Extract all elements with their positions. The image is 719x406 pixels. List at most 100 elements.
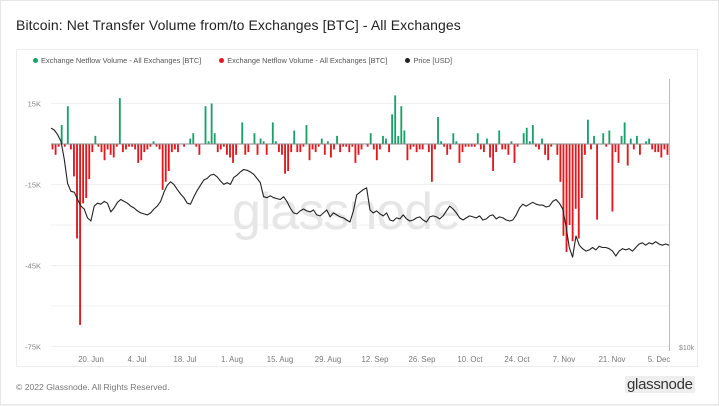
red-dot-icon bbox=[219, 58, 225, 63]
bar-positive bbox=[620, 135, 623, 144]
chart-title: Bitcoin: Net Transfer Volume from/to Exc… bbox=[16, 17, 461, 33]
bar-positive bbox=[326, 141, 329, 144]
x-tick-label: 10. Oct bbox=[457, 355, 483, 364]
bar-negative bbox=[663, 144, 666, 150]
bar-positive bbox=[274, 141, 277, 144]
bar-negative bbox=[446, 144, 449, 155]
bar-negative bbox=[79, 144, 81, 325]
bar-negative bbox=[412, 144, 415, 147]
x-tick-label: 5. Dec bbox=[648, 355, 671, 364]
bar-negative bbox=[222, 144, 225, 147]
copyright-footer: © 2022 Glassnode. All Rights Reserved. bbox=[16, 382, 170, 392]
bar-negative bbox=[611, 144, 614, 212]
legend-item-price[interactable]: Price [USD] bbox=[405, 56, 452, 65]
bar-negative bbox=[278, 144, 280, 153]
bar-negative bbox=[57, 144, 60, 147]
bar-negative bbox=[308, 144, 311, 161]
bar-positive bbox=[623, 122, 626, 144]
bar-negative bbox=[372, 144, 375, 150]
bar-negative bbox=[54, 144, 57, 155]
bar-positive bbox=[94, 135, 97, 144]
bar-negative bbox=[657, 144, 660, 153]
bar-negative bbox=[388, 144, 390, 153]
bar-negative bbox=[247, 144, 250, 153]
legend-item-netflow-negative[interactable]: Exchange Netflow Volume - All Exchanges … bbox=[219, 56, 387, 65]
bar-negative bbox=[158, 144, 161, 150]
bar-negative bbox=[115, 144, 118, 147]
bar-positive bbox=[241, 122, 244, 144]
bar-negative bbox=[161, 144, 164, 190]
bar-negative bbox=[535, 144, 537, 147]
bar-negative bbox=[464, 144, 467, 147]
bar-negative bbox=[244, 144, 247, 155]
bar-negative bbox=[167, 144, 170, 171]
watermark: glassnode bbox=[232, 183, 460, 241]
bar-positive bbox=[522, 133, 525, 144]
bar-negative bbox=[183, 144, 186, 147]
bar-negative bbox=[482, 144, 485, 153]
bar-negative bbox=[614, 144, 617, 153]
bar-negative bbox=[137, 144, 140, 163]
bar-positive bbox=[118, 98, 121, 144]
bar-negative bbox=[406, 144, 409, 161]
bar-negative bbox=[489, 144, 491, 158]
bar-positive bbox=[635, 135, 638, 144]
legend-label: Exchange Netflow Volume - All Exchanges … bbox=[41, 56, 202, 65]
bar-negative bbox=[568, 144, 571, 225]
legend-label: Price [USD] bbox=[413, 56, 453, 65]
bar-positive bbox=[192, 133, 195, 144]
bar-negative bbox=[198, 144, 201, 155]
bar-positive bbox=[213, 133, 216, 144]
bar-positive bbox=[305, 125, 308, 144]
bar-negative bbox=[88, 144, 91, 180]
x-tick-label: 26. Sep bbox=[409, 355, 437, 364]
bar-positive bbox=[629, 138, 632, 144]
bar-positive bbox=[608, 130, 611, 144]
bar-negative bbox=[562, 144, 565, 236]
bar-negative bbox=[256, 144, 259, 155]
bar-negative bbox=[342, 144, 345, 147]
right-axis-label: $10k bbox=[679, 345, 695, 352]
bar-negative bbox=[565, 144, 568, 252]
bar-negative bbox=[177, 144, 179, 153]
bar-negative bbox=[69, 144, 72, 150]
bar-negative bbox=[449, 144, 452, 150]
bar-negative bbox=[109, 144, 112, 155]
bar-positive bbox=[510, 141, 513, 144]
bar-positive bbox=[320, 138, 323, 144]
legend-label: Exchange Netflow Volume - All Exchanges … bbox=[227, 56, 388, 65]
legend-item-netflow-positive[interactable]: Exchange Netflow Volume - All Exchanges … bbox=[33, 56, 201, 65]
bar-negative bbox=[574, 144, 577, 209]
bar-positive bbox=[400, 106, 403, 144]
bar-positive bbox=[498, 130, 501, 144]
bar-negative bbox=[348, 144, 351, 153]
bar-negative bbox=[143, 144, 146, 153]
price-line bbox=[50, 127, 670, 258]
bar-positive bbox=[385, 138, 387, 144]
bar-negative bbox=[281, 144, 283, 155]
bar-negative bbox=[296, 144, 299, 153]
bar-positive bbox=[455, 141, 458, 144]
bar-negative bbox=[596, 144, 599, 220]
y-tick-label: 15K bbox=[28, 100, 41, 109]
bar-positive bbox=[60, 125, 63, 144]
bar-negative bbox=[82, 144, 85, 204]
bar-negative bbox=[131, 144, 133, 147]
bar-negative bbox=[91, 144, 94, 153]
bar-negative bbox=[339, 144, 342, 153]
bar-negative bbox=[100, 144, 103, 153]
bar-negative bbox=[550, 144, 553, 147]
bar-negative bbox=[226, 144, 228, 155]
bar-negative bbox=[580, 144, 583, 198]
bar-positive bbox=[253, 133, 256, 144]
bar-positive bbox=[207, 141, 210, 144]
bar-positive bbox=[391, 114, 394, 144]
bar-positive bbox=[541, 138, 543, 144]
bar-negative bbox=[571, 144, 574, 242]
bar-negative bbox=[106, 144, 109, 150]
bar-negative bbox=[290, 144, 293, 153]
bar-negative bbox=[134, 144, 137, 150]
bar-negative bbox=[216, 144, 219, 153]
